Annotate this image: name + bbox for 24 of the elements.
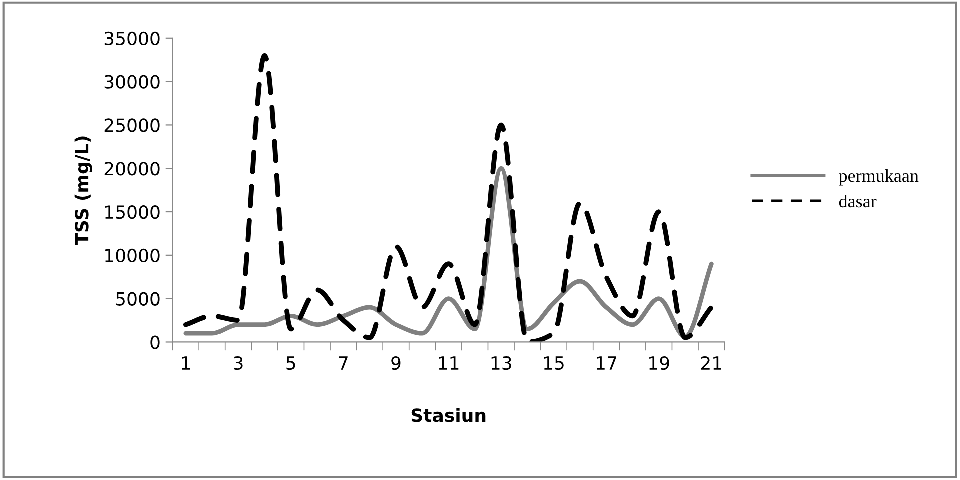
y-axis-title: TSS (mg/L) — [74, 136, 92, 246]
x-tick-label: 21 — [701, 356, 722, 370]
y-tick-label: 35000 — [104, 32, 160, 46]
x-tick-label: 9 — [392, 356, 401, 370]
x-tick-label: 15 — [544, 356, 564, 370]
x-tick-label: 11 — [439, 356, 459, 370]
legend-label: dasar — [839, 194, 877, 208]
x-tick-label: 19 — [650, 356, 670, 370]
x-tick-label: 7 — [339, 356, 348, 370]
line-series — [184, 53, 714, 342]
x-tick-label: 1 — [182, 356, 190, 370]
y-tick-label: 30000 — [104, 75, 160, 89]
y-tick-label: 5000 — [116, 292, 160, 306]
y-tick-label: 0 — [150, 336, 160, 350]
legend-label: permukaan — [839, 169, 919, 186]
x-tick-label: 5 — [286, 356, 296, 370]
x-tick-label: 13 — [492, 356, 512, 370]
x-tick-label: 17 — [597, 356, 616, 370]
x-axis-title: Stasiun — [412, 408, 486, 422]
y-tick-label: 20000 — [104, 162, 160, 176]
y-tick-label: 25000 — [104, 118, 160, 132]
y-tick-label: 15000 — [106, 205, 160, 220]
y-tick-label: 10000 — [106, 248, 160, 263]
x-tick-label: 3 — [234, 356, 243, 370]
